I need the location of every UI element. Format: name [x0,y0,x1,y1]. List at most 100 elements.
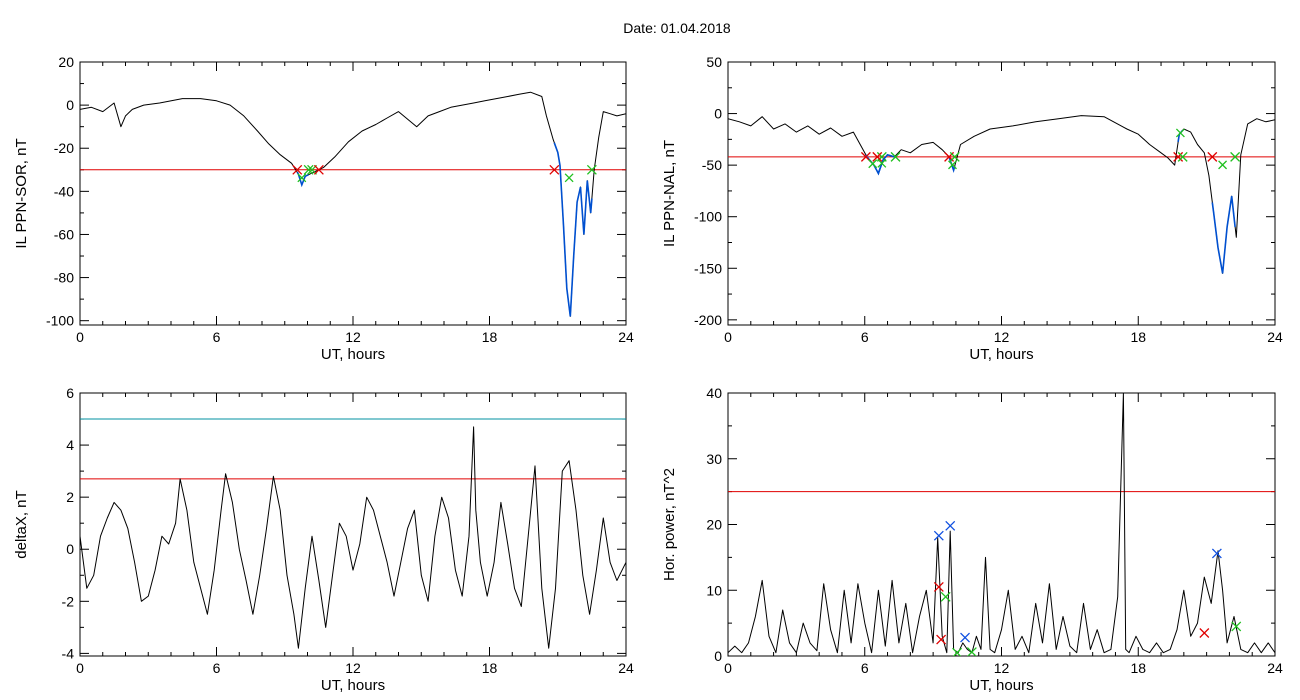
y-tick-label: 2 [66,489,74,505]
event-start-marker [1173,151,1184,162]
event-marker [1199,628,1210,638]
event-end-marker [890,151,901,162]
y-tick-label: -40 [54,183,74,199]
event-peak-marker [877,158,887,168]
plot-frame [727,61,1276,326]
x-tick-label: 12 [345,329,361,345]
x-tick-label: 18 [482,660,498,676]
event-start-marker [549,164,560,175]
event-marker [313,164,324,175]
x-axis-title: UT, hours [321,677,385,694]
x-tick-label: 24 [1267,329,1283,345]
series-line [80,91,626,317]
y-tick-label: -80 [54,270,74,286]
y-tick-label: 20 [706,517,722,533]
panel-deltax: 0 6 12 18 24 6 4 2 0 -2 -4 UT, hours deltaX, nT [13,385,634,694]
event-start-marker [872,151,883,162]
event-peak-marker [564,173,574,183]
x-tick-label: 18 [482,329,498,345]
y-axis-title: deltaX, nT [13,490,30,558]
y-tick-label: -2 [62,593,75,609]
y-tick-label: 0 [714,106,722,122]
plot-area [80,418,626,649]
event-marker [933,582,944,592]
event-start-marker [292,164,303,175]
figure-title: Date: 01.04.2018 [623,20,731,36]
event-marker [933,530,944,541]
y-tick-label: 10 [706,582,722,598]
y-tick-label: -50 [702,157,722,173]
y-tick-label: -4 [62,645,75,661]
x-tick-label: 12 [994,329,1010,345]
event-highlight [296,171,309,188]
x-axis-title: UT, hours [969,346,1033,363]
y-tick-label: 0 [66,97,74,113]
plot-area [80,91,626,317]
event-peak-marker [1175,128,1185,138]
y-tick-label: -100 [46,313,74,329]
x-tick-label: 6 [861,329,869,345]
event-end-marker [1230,151,1241,162]
event-marker [945,520,956,531]
x-tick-label: 0 [76,660,84,676]
x-tick-label: 12 [345,660,361,676]
event-peak-marker [297,173,307,183]
x-tick-label: 18 [1130,329,1146,345]
event-end-marker [586,164,597,175]
event-peak-marker [1218,160,1228,170]
y-tick-label: -150 [694,260,722,276]
x-tick-label: 0 [724,660,732,676]
x-tick-label: 12 [994,660,1010,676]
y-tick-label: 4 [66,437,74,453]
y-tick-label: -100 [694,209,722,225]
y-tick-label: -60 [54,226,74,242]
series-line [80,426,626,649]
event-end-marker [949,151,960,162]
x-axis-title: UT, hours [321,346,385,363]
event-end-marker [1177,151,1188,162]
y-tick-label: -200 [694,312,722,328]
panel-nal: 0 6 12 18 24 50 0 -50 -100 -150 -200 UT, hours IL PP… [661,54,1283,363]
event-marker [966,647,977,656]
event-peak-marker [948,160,957,170]
event-marker [960,632,970,643]
event-marker [1211,548,1222,559]
series-line [728,115,1275,274]
event-marker [936,634,947,645]
event-end-marker [303,164,314,175]
y-tick-label: 30 [706,451,722,467]
x-tick-label: 0 [724,329,732,345]
x-tick-label: 24 [618,660,634,676]
y-tick-label: 6 [66,385,74,401]
y-tick-label: 40 [706,385,722,401]
x-tick-label: 18 [1130,660,1146,676]
plot-frame [79,392,627,657]
x-axis-title: UT, hours [969,677,1033,694]
y-tick-label: 0 [714,648,722,664]
y-axis-title: Hor. power, nT^2 [661,468,678,581]
x-tick-label: 6 [213,329,221,345]
x-tick-label: 24 [1267,660,1283,676]
plot-frame [79,61,627,326]
panel-power: 0 6 12 18 24 40 30 20 10 0 UT, hours Hor. power, nT… [661,385,1283,694]
x-tick-label: 24 [618,329,634,345]
event-highlight [876,153,897,176]
panel-sor: 0 6 12 18 24 20 0 -20 -40 -60 -80 -100 UT, hours IL P… [13,54,634,363]
event-highlight [553,142,593,317]
event-start-marker [1207,151,1218,162]
x-tick-label: 6 [861,660,869,676]
plot-area [728,115,1275,274]
series-line [728,393,1275,654]
y-tick-label: 50 [706,54,722,70]
plot-area [728,393,1275,656]
y-tick-label: -20 [54,140,74,156]
y-tick-label: 20 [58,54,74,70]
event-marker [940,591,951,602]
event-marker [1231,621,1242,632]
x-tick-label: 6 [213,660,221,676]
event-marker [952,647,963,656]
y-axis-title: IL PPN-SOR, nT [13,138,30,248]
plot-frame [727,392,1276,657]
y-tick-label: 0 [66,541,74,557]
